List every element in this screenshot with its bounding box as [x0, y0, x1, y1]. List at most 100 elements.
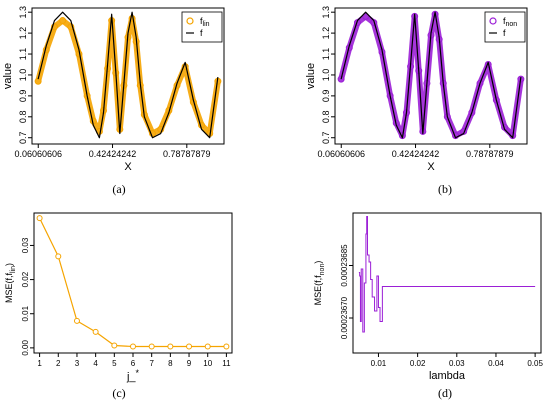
point-f_lin	[50, 23, 58, 31]
plot-area	[34, 11, 222, 139]
x-tick-label: 0.02	[410, 359, 426, 368]
y-axis-label-sub: non	[319, 264, 326, 276]
point-f_non	[370, 19, 378, 27]
y-tick-label: 0.00023670	[340, 296, 349, 339]
x-tick-label: 5	[112, 359, 117, 368]
y-tick-label: 0.00023685	[340, 244, 349, 287]
x-tick-label: 0.78787879	[466, 149, 514, 159]
y-tick-label: 1.3	[321, 6, 331, 19]
y-tick-label: 0.9	[18, 90, 28, 103]
x-axis-label: X	[427, 161, 435, 173]
panel-c: 1 2 3 4 5 6 7 8 9 10 11 0.00 0.01 0.02 0.03 j_* MSE(f,fl…	[0, 205, 275, 409]
point-f_non	[431, 10, 439, 18]
legend-label: flin	[200, 16, 210, 28]
y-axis-label-sub: lin	[10, 266, 17, 273]
legend-marker-circle	[186, 17, 194, 25]
series-point	[186, 343, 193, 350]
y-axis-label: value	[2, 63, 14, 89]
y-axis-label: MSE(f,flin)	[4, 263, 17, 303]
panel-b: 0.06060606 0.42424242 0.78787879 0.7 0.8 0.9 1…	[275, 0, 550, 205]
x-tick-label: 11	[222, 359, 231, 368]
chart-a: 0.06060606 0.42424242 0.78787879 0.7 0.8 0.9 1…	[2, 6, 225, 173]
y-tick-label: 0.7	[18, 131, 28, 144]
x-tick-label: 0.42424242	[89, 149, 137, 159]
y-tick-label: 1.3	[18, 6, 28, 19]
x-tick-label: 0.06060606	[14, 149, 62, 159]
series-f-line	[340, 11, 522, 139]
point-f_non	[337, 75, 345, 83]
x-axis-label: j_*	[126, 368, 140, 383]
series-point	[73, 317, 80, 324]
chart-d: 0.01 0.02 0.03 0.04 0.05 0.00023670 0.00023685…	[313, 212, 543, 382]
point-f_non	[398, 132, 406, 140]
plot-area	[337, 10, 525, 140]
y-axis-label: value	[305, 63, 317, 89]
caption-d: (d)	[438, 386, 452, 400]
point-f_non	[492, 96, 500, 104]
series-line	[39, 217, 227, 348]
point-f_non	[484, 60, 492, 68]
y-tick-label: 1.2	[18, 27, 28, 40]
x-tick-label: 10	[203, 359, 212, 368]
x-tick-label: 0.06060606	[317, 149, 365, 159]
caption-c: (c)	[112, 386, 126, 400]
y-axis-label-suffix: )	[313, 261, 323, 264]
legend-label-sub: non	[506, 21, 518, 28]
x-axis-label: lambda	[429, 370, 466, 382]
point-f_non	[460, 127, 468, 135]
legend-label: f	[200, 28, 203, 38]
x-tick-label: 8	[168, 359, 173, 368]
plot-frame	[31, 7, 225, 145]
y-tick-label: 0.00	[21, 340, 30, 356]
series-step	[358, 216, 536, 333]
plot-frame	[33, 212, 233, 354]
legend-box	[484, 11, 526, 43]
x-tick-label: 0.01	[371, 359, 387, 368]
panel-d: 0.01 0.02 0.03 0.04 0.05 0.00023670 0.00023685…	[275, 205, 550, 409]
x-tick-label: 0.78787879	[163, 149, 211, 159]
series-point	[148, 343, 155, 350]
y-tick-label: 1.2	[321, 27, 331, 40]
y-axis-label-suffix: )	[4, 263, 14, 266]
point-f_non	[509, 132, 517, 140]
x-tick-label: 3	[75, 359, 80, 368]
y-tick-label: 0.8	[18, 111, 28, 124]
x-tick-label: 0.03	[449, 359, 465, 368]
plot-frame	[352, 212, 542, 354]
series-point	[92, 328, 99, 335]
x-axis-label: X	[124, 161, 132, 173]
y-tick-label: 0.03	[21, 237, 30, 253]
x-tick-label: 0.04	[488, 359, 504, 368]
series-point	[111, 342, 118, 349]
series-point	[55, 253, 62, 260]
y-tick-label: 1.0	[18, 69, 28, 82]
point-f_non	[468, 109, 476, 117]
y-tick-label: 0.8	[321, 111, 331, 124]
y-tick-label: 0.01	[21, 305, 30, 321]
point-f_non	[501, 123, 509, 131]
legend-label: f	[503, 28, 506, 38]
caption-b: (b)	[438, 182, 452, 196]
series-f-line	[37, 11, 219, 139]
series-point	[167, 343, 174, 350]
plot-area	[36, 215, 230, 350]
point-f_non	[353, 19, 361, 27]
chart-c: 1 2 3 4 5 6 7 8 9 10 11 0.00 0.01 0.02 0.03 j_* MSE(f,fl…	[4, 212, 233, 383]
plot-frame	[334, 7, 528, 145]
x-tick-label: 0.05	[527, 359, 543, 368]
caption-a: (a)	[112, 182, 126, 196]
y-tick-label: 0.02	[21, 271, 30, 287]
point-f_non	[517, 75, 525, 83]
plot-area	[358, 216, 536, 333]
x-tick-label: 2	[56, 359, 61, 368]
x-tick-label: 0.42424242	[392, 149, 440, 159]
y-tick-label: 1.1	[18, 48, 28, 61]
y-tick-label: 0.9	[321, 90, 331, 103]
x-tick-label: 7	[149, 359, 154, 368]
series-point	[36, 215, 43, 222]
y-tick-label: 1.0	[321, 69, 331, 82]
x-tick-label: 9	[187, 359, 192, 368]
point-f_lin	[67, 23, 75, 31]
x-tick-label: 4	[93, 359, 98, 368]
legend-box	[181, 11, 223, 43]
